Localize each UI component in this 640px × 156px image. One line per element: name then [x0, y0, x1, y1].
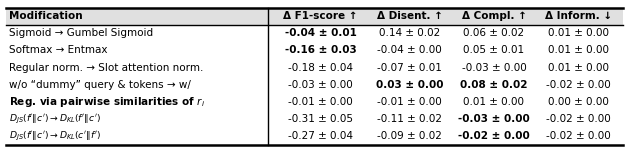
Text: Modification: Modification	[9, 11, 83, 21]
Text: Δ F1-score ↑: Δ F1-score ↑	[284, 11, 358, 21]
Text: 0.01 ± 0.00: 0.01 ± 0.00	[548, 45, 609, 55]
Text: -0.02 ± 0.00: -0.02 ± 0.00	[546, 114, 611, 124]
Text: Sigmoid → Gumbel Sigmoid: Sigmoid → Gumbel Sigmoid	[9, 28, 153, 38]
Text: 0.14 ± 0.02: 0.14 ± 0.02	[380, 28, 440, 38]
Text: -0.02 ± 0.00: -0.02 ± 0.00	[546, 131, 611, 141]
Text: -0.09 ± 0.02: -0.09 ± 0.02	[378, 131, 442, 141]
Text: Δ Inform. ↓: Δ Inform. ↓	[545, 11, 612, 21]
Text: Δ Disent. ↑: Δ Disent. ↑	[377, 11, 443, 21]
Text: -0.03 ± 0.00: -0.03 ± 0.00	[458, 114, 530, 124]
Text: -0.03 ± 0.00: -0.03 ± 0.00	[461, 63, 526, 73]
Text: 0.06 ± 0.02: 0.06 ± 0.02	[463, 28, 525, 38]
Text: 0.00 ± 0.00: 0.00 ± 0.00	[548, 97, 609, 107]
Text: -0.04 ± 0.00: -0.04 ± 0.00	[378, 45, 442, 55]
Text: 0.01 ± 0.00: 0.01 ± 0.00	[548, 28, 609, 38]
Text: -0.01 ± 0.00: -0.01 ± 0.00	[378, 97, 442, 107]
Text: Δ Compl. ↑: Δ Compl. ↑	[461, 11, 526, 21]
Text: -0.07 ± 0.01: -0.07 ± 0.01	[378, 63, 442, 73]
Text: -0.02 ± 0.00: -0.02 ± 0.00	[546, 80, 611, 90]
Text: 0.03 ± 0.00: 0.03 ± 0.00	[376, 80, 444, 90]
Bar	[6, 7, 623, 25]
Text: -0.18 ± 0.04: -0.18 ± 0.04	[288, 63, 353, 73]
Text: -0.03 ± 0.00: -0.03 ± 0.00	[288, 80, 353, 90]
Text: $D_{JS}(f'\|c') \rightarrow D_{KL}(f'\|c')$: $D_{JS}(f'\|c') \rightarrow D_{KL}(f'\|c…	[9, 112, 101, 126]
Text: -0.31 ± 0.05: -0.31 ± 0.05	[288, 114, 353, 124]
Text: 0.05 ± 0.01: 0.05 ± 0.01	[463, 45, 525, 55]
Text: Reg. via pairwise similarities of $r_i$: Reg. via pairwise similarities of $r_i$	[9, 95, 205, 109]
Text: -0.04 ± 0.01: -0.04 ± 0.01	[285, 28, 356, 38]
Text: Regular norm. → Slot attention norm.: Regular norm. → Slot attention norm.	[9, 63, 204, 73]
Text: 0.01 ± 0.00: 0.01 ± 0.00	[548, 63, 609, 73]
Text: -0.02 ± 0.00: -0.02 ± 0.00	[458, 131, 530, 141]
Text: $D_{JS}(f'\|c') \rightarrow D_{KL}(c'\|f')$: $D_{JS}(f'\|c') \rightarrow D_{KL}(c'\|f…	[9, 130, 101, 143]
Text: -0.01 ± 0.00: -0.01 ± 0.00	[288, 97, 353, 107]
Text: -0.11 ± 0.02: -0.11 ± 0.02	[378, 114, 442, 124]
Text: -0.16 ± 0.03: -0.16 ± 0.03	[285, 45, 356, 55]
Text: 0.01 ± 0.00: 0.01 ± 0.00	[463, 97, 524, 107]
Text: Softmax → Entmax: Softmax → Entmax	[9, 45, 108, 55]
Text: w/o “dummy” query & tokens → w/: w/o “dummy” query & tokens → w/	[9, 80, 191, 90]
Text: 0.08 ± 0.02: 0.08 ± 0.02	[460, 80, 528, 90]
Text: -0.27 ± 0.04: -0.27 ± 0.04	[288, 131, 353, 141]
